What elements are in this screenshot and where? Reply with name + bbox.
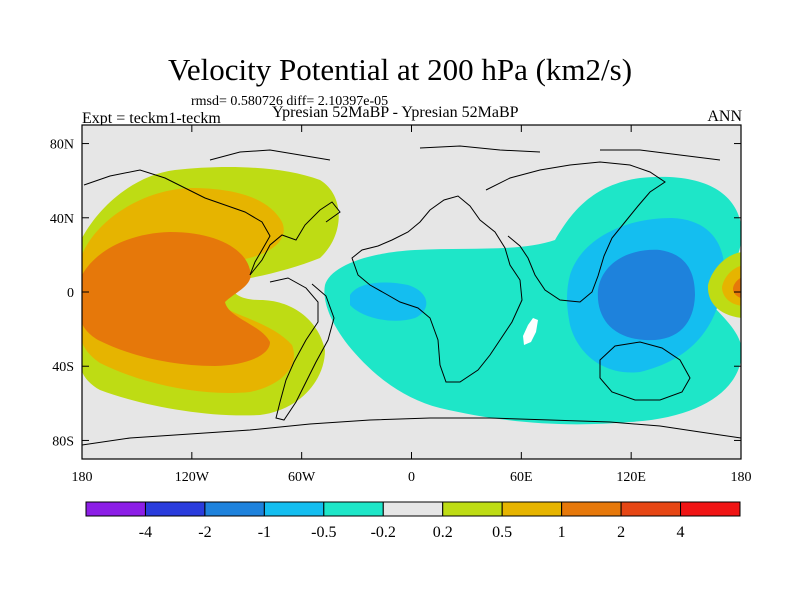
colorbar-label: 4 — [677, 524, 685, 541]
map-area — [82, 125, 741, 459]
field-band — [597, 249, 695, 341]
colorbar-label: -2 — [198, 524, 211, 541]
y-tick-label: 80S — [52, 434, 74, 449]
colorbar-label: 2 — [617, 524, 625, 541]
coastline-north-america-east — [249, 201, 341, 276]
colorbar-swatch — [382, 501, 444, 517]
coastline-antarctica — [82, 417, 741, 446]
y-tick-label: 0 — [67, 286, 74, 301]
colorbar-label: -4 — [139, 524, 152, 541]
stats-label: rmsd= 0.580726 diff= 2.10397e-05 — [191, 94, 389, 109]
x-tick-label: 120E — [616, 470, 646, 485]
x-tick-label: 0 — [408, 470, 415, 485]
colorbar-swatch — [263, 501, 325, 517]
colorbar: -4 -2 -1 -0.5 -0.2 0.2 0.5 1 2 4 — [85, 501, 741, 541]
colorbar-swatch — [680, 501, 741, 517]
field-band — [523, 318, 538, 345]
colorbar-swatch — [442, 501, 503, 517]
y-tick-label: 80N — [50, 138, 74, 153]
coastline-north-america — [83, 169, 271, 276]
period-label: Ypresian 52MaBP - Ypresian 52MaBP — [272, 104, 519, 121]
x-tick-label: 180 — [731, 470, 752, 485]
coastlines — [82, 145, 741, 446]
colorbar-label: 0.2 — [433, 524, 453, 541]
field-band — [82, 232, 270, 366]
x-tick-label: 180 — [72, 470, 93, 485]
colorbar-label: -0.2 — [371, 524, 396, 541]
x-tick-label: 60E — [510, 470, 533, 485]
chart-title: Velocity Potential at 200 hPa (km2/s) — [167, 52, 633, 87]
colorbar-swatch — [501, 501, 563, 517]
axes: 180 120W 60W 0 60E 120E 180 80N 40N 0 40S 80S — [50, 125, 752, 485]
coastline-europe-africa — [351, 195, 523, 383]
colorbar-swatch — [620, 501, 682, 517]
field-band — [733, 277, 741, 298]
experiment-label: Expt = teckm1-teckm — [82, 110, 221, 127]
field-band — [350, 282, 427, 321]
coastline-asia — [485, 161, 666, 303]
field-band — [722, 265, 741, 306]
colorbar-swatch — [204, 501, 265, 517]
colorbar-swatch — [85, 501, 146, 517]
x-tick-label: 120W — [175, 470, 210, 485]
x-tick-label: 60W — [288, 470, 316, 485]
colorbar-label: -0.5 — [311, 524, 336, 541]
y-tick-label: 40N — [50, 212, 74, 227]
colorbar-swatch — [561, 501, 622, 517]
coastline-australia — [599, 341, 691, 401]
colorbar-swatch — [144, 501, 206, 517]
colorbar-label: 1 — [558, 524, 566, 541]
coastline-south-america — [269, 277, 335, 421]
colorbar-swatch — [323, 501, 384, 517]
y-tick-label: 40S — [52, 360, 74, 375]
colorbar-label: -1 — [258, 524, 271, 541]
coastline-arctic — [209, 145, 721, 161]
colorbar-label: 0.5 — [492, 524, 512, 541]
season-label: ANN — [707, 108, 742, 125]
